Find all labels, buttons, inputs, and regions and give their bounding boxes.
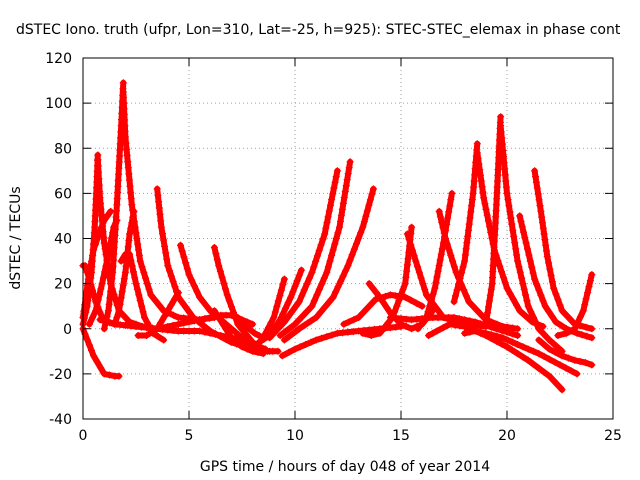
- chart-title: dSTEC Iono. truth (ufpr, Lon=310, Lat=-2…: [16, 22, 621, 38]
- series-arc-20: [266, 167, 341, 342]
- series-arc-22: [280, 185, 377, 344]
- y-axis-title: dSTEC / TECUs: [8, 186, 24, 289]
- y-tick-label: 0: [63, 322, 72, 338]
- series-arc-01: [79, 325, 123, 380]
- series-arc-15: [210, 244, 282, 355]
- series-arc-35: [461, 327, 581, 378]
- x-tick-label: 15: [392, 428, 410, 444]
- x-tick-label: 5: [185, 428, 194, 444]
- series-markers: [266, 167, 341, 342]
- x-tick-label: 10: [286, 428, 304, 444]
- series-arc-40: [386, 314, 522, 339]
- series-markers: [554, 271, 596, 339]
- series-markers: [516, 212, 596, 342]
- series-arc-34: [497, 122, 566, 355]
- series-markers: [386, 314, 522, 339]
- y-tick-label: 40: [54, 232, 72, 248]
- series-markers: [340, 291, 426, 328]
- y-tick-label: 120: [45, 51, 72, 67]
- series-markers: [461, 327, 581, 378]
- series-markers: [535, 336, 596, 369]
- series-markers: [278, 323, 405, 360]
- y-tick-label: 60: [54, 186, 72, 202]
- y-tick-label: 20: [54, 277, 72, 293]
- series-markers: [497, 122, 566, 355]
- x-axis-title: GPS time / hours of day 048 of year 2014: [200, 459, 490, 475]
- series-arc-30: [435, 207, 522, 333]
- series-arc-19: [255, 266, 305, 346]
- y-tick-label: -40: [49, 412, 72, 428]
- series-markers: [276, 158, 354, 339]
- x-tick-label: 0: [79, 428, 88, 444]
- y-tick-label: 80: [54, 141, 72, 157]
- series-arc-18: [234, 275, 288, 342]
- series-markers: [280, 185, 377, 344]
- axis-ticks: 0 5 10 15 20 25 -40 -20 0 20 40 60 80 100 120: [45, 51, 622, 444]
- y-tick-label: 100: [45, 96, 72, 112]
- series-arc-39: [535, 336, 596, 369]
- x-tick-label: 25: [604, 428, 622, 444]
- y-tick-label: -20: [49, 367, 72, 383]
- series-arc-21: [276, 158, 354, 339]
- series-arc-36: [516, 212, 596, 342]
- data-series: [79, 79, 596, 394]
- x-tick-label: 20: [498, 428, 516, 444]
- series-arc-38: [554, 271, 596, 339]
